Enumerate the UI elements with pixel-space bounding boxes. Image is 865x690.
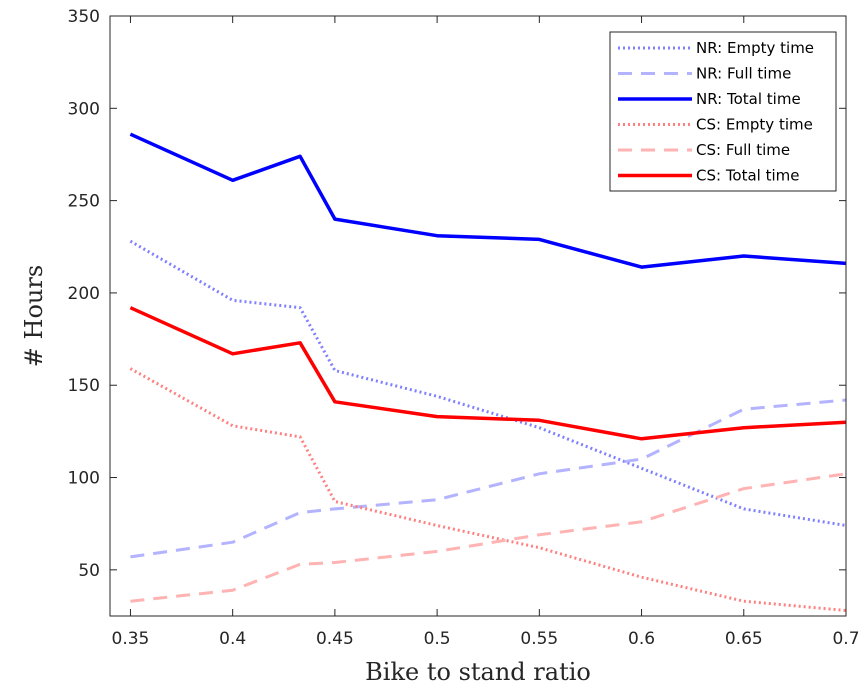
y-tick-label: 300 — [68, 99, 100, 119]
x-axis-title: Bike to stand ratio — [365, 658, 591, 686]
x-tick-label: 0.5 — [424, 629, 451, 649]
legend-box — [609, 31, 837, 192]
legend-label: NR: Empty time — [696, 39, 814, 57]
y-axis-title: # Hours — [20, 265, 48, 367]
x-axis: 0.35 0.4 0.45 0.5 0.55 0.6 0.65 0.7 — [112, 16, 860, 649]
y-tick-label: 200 — [68, 284, 100, 304]
series-line-1 — [129, 239, 847, 527]
y-tick-label: 100 — [68, 469, 100, 489]
x-tick-label: 0.7 — [832, 629, 859, 649]
y-tick-label: 50 — [78, 561, 100, 581]
series-line-3 — [129, 132, 847, 269]
x-tick-label: 0.55 — [520, 629, 558, 649]
y-tick-label: 250 — [68, 192, 100, 212]
x-tick-label: 0.65 — [725, 629, 763, 649]
legend-label: CS: Full time — [696, 141, 790, 159]
x-tick-label: 0.35 — [112, 629, 150, 649]
legend-label: CS: Total time — [696, 167, 800, 185]
legend-label: NR: Total time — [696, 90, 801, 108]
x-tick-label: 0.6 — [628, 629, 655, 649]
legend: NR: Empty time NR: Full time NR: Total tim… — [609, 31, 837, 192]
y-axis: 50 100 150 200 250 300 350 — [68, 7, 846, 581]
y-tick-label: 350 — [68, 7, 100, 27]
x-tick-label: 0.45 — [316, 629, 354, 649]
series-line-6 — [129, 306, 847, 441]
series-line-2 — [130, 398, 847, 559]
plot-lines — [129, 132, 847, 612]
legend-label: CS: Empty time — [696, 116, 813, 134]
plot-area-frame — [109, 15, 847, 617]
series-line-5 — [130, 472, 847, 603]
legend-label: NR: Full time — [696, 65, 791, 83]
y-tick-label: 150 — [68, 376, 100, 396]
x-tick-label: 0.4 — [219, 629, 246, 649]
